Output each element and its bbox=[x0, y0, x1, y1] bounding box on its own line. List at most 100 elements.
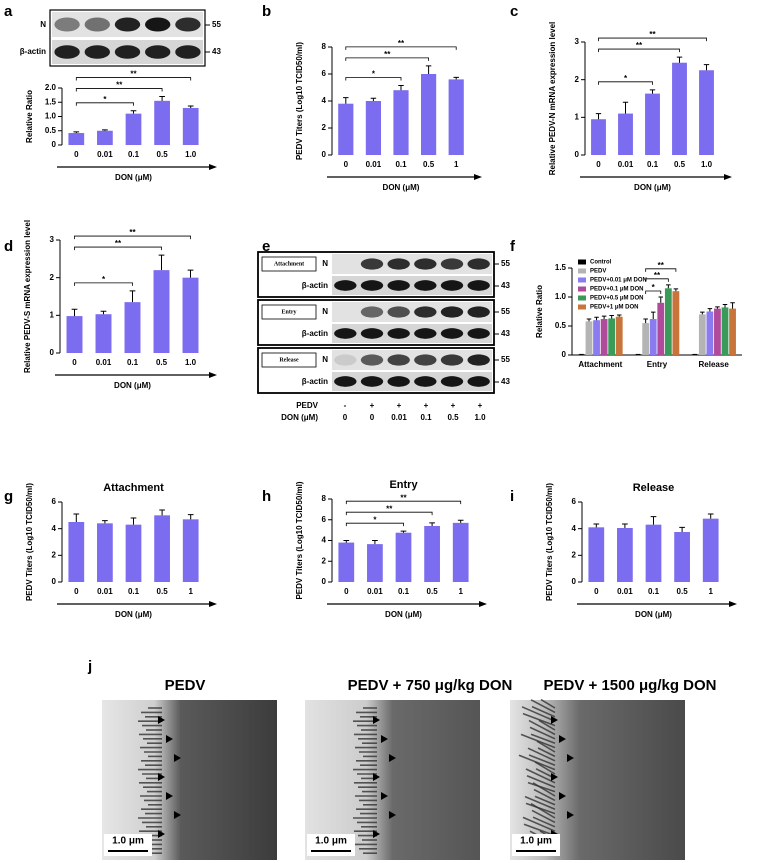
error-bar bbox=[130, 110, 137, 114]
blot-band bbox=[440, 328, 464, 339]
panel-letter: e bbox=[262, 238, 270, 255]
size-label: 43 bbox=[501, 281, 510, 290]
y-tick-label: 4 bbox=[52, 524, 57, 533]
bar bbox=[182, 107, 199, 145]
microvillus bbox=[526, 775, 556, 788]
y-tick-label: 8 bbox=[322, 42, 327, 51]
significance-label: ** bbox=[400, 493, 407, 502]
bar bbox=[649, 319, 657, 355]
blot-row-label: N bbox=[322, 259, 328, 268]
error-bar bbox=[616, 314, 622, 317]
error-bar bbox=[676, 56, 683, 63]
blot-band bbox=[84, 45, 110, 59]
error-bar bbox=[425, 65, 432, 74]
error-bar bbox=[73, 513, 80, 522]
blot-band bbox=[387, 280, 410, 291]
error-bar bbox=[129, 290, 136, 303]
y-axis-label: Relative PEDV-N mRNA expression level bbox=[548, 22, 557, 176]
significance-label: * bbox=[372, 70, 376, 79]
x-tick-label: 1.0 bbox=[701, 160, 713, 169]
error-bar bbox=[586, 318, 592, 322]
arrowhead-marker bbox=[166, 792, 173, 800]
x-tick-label: 0.01 bbox=[617, 587, 633, 596]
significance-bracket bbox=[598, 81, 653, 85]
microvillus bbox=[529, 726, 556, 740]
microvillus bbox=[525, 768, 556, 784]
significance-label: ** bbox=[636, 41, 643, 50]
x-tick-label: 0 bbox=[74, 587, 79, 596]
chart-title: Entry bbox=[389, 479, 418, 491]
x-axis-label: DON (μM) bbox=[115, 173, 152, 182]
treatment-value: 1.0 bbox=[474, 413, 486, 422]
x-tick-label: 0.1 bbox=[128, 150, 140, 159]
legend-swatch bbox=[578, 295, 586, 301]
y-tick-label: 2 bbox=[52, 550, 57, 559]
y-tick-label: 2 bbox=[575, 75, 580, 84]
error-bar bbox=[457, 519, 464, 523]
significance-bracket bbox=[345, 57, 429, 61]
y-tick-label: 2 bbox=[572, 550, 577, 559]
y-tick-label: 3 bbox=[575, 37, 580, 46]
y-tick-label: 3 bbox=[50, 235, 55, 244]
panel-letter: b bbox=[262, 3, 271, 20]
blot-band bbox=[145, 17, 171, 32]
x-tick-label: 0 bbox=[344, 587, 349, 596]
bar bbox=[657, 302, 665, 355]
arrow-head bbox=[474, 174, 482, 180]
y-tick-label: 0 bbox=[52, 140, 57, 149]
arrow-head bbox=[209, 164, 217, 170]
arrowhead-marker bbox=[567, 811, 574, 819]
blot-band bbox=[387, 328, 410, 339]
error-bar bbox=[703, 64, 710, 71]
significance-bracket bbox=[645, 278, 669, 282]
treatment-value: + bbox=[451, 401, 456, 410]
treatment-value: 0 bbox=[370, 413, 375, 422]
arrowhead-marker bbox=[373, 830, 380, 838]
significance-bracket bbox=[645, 268, 677, 272]
legend-label: PEDV+1 μM DON bbox=[590, 305, 639, 311]
arrowhead-marker bbox=[389, 754, 396, 762]
bar bbox=[672, 62, 687, 155]
error-bar bbox=[595, 113, 602, 120]
bar bbox=[452, 522, 469, 582]
x-tick-label: 0.1 bbox=[395, 160, 407, 169]
x-tick-label: 0.01 bbox=[618, 160, 634, 169]
blot-row-label: β-actin bbox=[302, 377, 328, 386]
x-tick-label: 0.01 bbox=[366, 160, 382, 169]
blot-row-label: β-actin bbox=[302, 329, 328, 338]
blot-row-label: N bbox=[40, 20, 46, 29]
x-tick-label: Release bbox=[699, 360, 730, 369]
microvillus bbox=[522, 712, 556, 727]
error-bar bbox=[130, 517, 137, 525]
significance-label: ** bbox=[386, 504, 393, 513]
microvillus bbox=[532, 782, 556, 797]
arrowhead-marker bbox=[158, 830, 165, 838]
micrograph-title: PEDV bbox=[165, 677, 206, 694]
error-bar bbox=[658, 296, 664, 303]
x-tick-label: 0.01 bbox=[97, 587, 113, 596]
bar bbox=[600, 319, 608, 355]
legend-label: PEDV+0.1 μM DON bbox=[590, 287, 644, 293]
blot-band bbox=[54, 45, 80, 59]
error-bar bbox=[700, 311, 705, 315]
y-tick-label: 0 bbox=[322, 577, 327, 586]
x-tick-label: 0.5 bbox=[157, 587, 169, 596]
bar bbox=[642, 323, 650, 355]
bar bbox=[615, 316, 623, 355]
bar bbox=[618, 113, 633, 155]
error-bar bbox=[398, 84, 404, 91]
treatment-value: 0.5 bbox=[447, 413, 459, 422]
significance-bracket bbox=[75, 88, 163, 92]
error-bar bbox=[372, 540, 378, 545]
arrow-head bbox=[724, 174, 732, 180]
error-bar bbox=[730, 302, 735, 309]
microvillus bbox=[530, 699, 556, 714]
treatment-value: + bbox=[424, 401, 429, 410]
y-tick-label: 1.0 bbox=[555, 292, 567, 301]
blot-band bbox=[440, 306, 464, 318]
treatment-value: + bbox=[478, 401, 483, 410]
size-label: 55 bbox=[212, 20, 221, 29]
error-bar bbox=[187, 514, 194, 520]
blot-band bbox=[440, 354, 464, 366]
